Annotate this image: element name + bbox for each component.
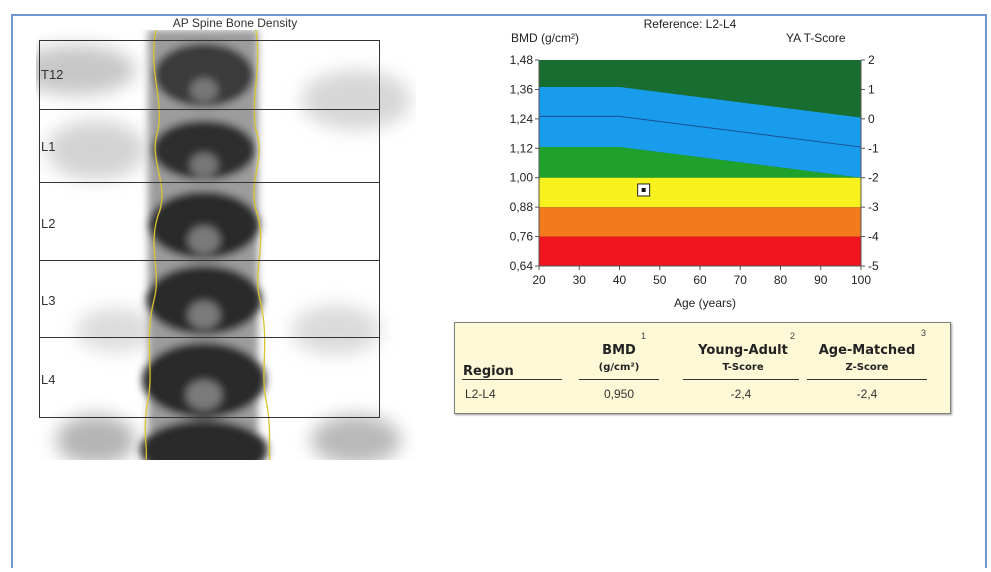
- header-rule-ya: [683, 379, 799, 380]
- x-tick-label: 40: [613, 273, 627, 287]
- y-tick-label: 0,88: [510, 200, 534, 214]
- x-tick-label: 30: [573, 273, 587, 287]
- x-tick-label: 90: [814, 273, 828, 287]
- header-young-adult: Young-Adult: [698, 343, 788, 358]
- band-blue: [539, 86, 861, 178]
- roi-box-l2: [39, 182, 380, 261]
- y-tick-label: 1,48: [510, 53, 534, 67]
- x-tick-label: 80: [774, 273, 788, 287]
- roi-box-l3: [39, 260, 380, 338]
- cell-bmd: 0,950: [603, 387, 635, 401]
- y2-tick-label: 0: [868, 112, 875, 126]
- chart-title: Reference: L2-L4: [643, 17, 737, 31]
- y2-tick-label: 2: [868, 53, 875, 67]
- band-red: [539, 236, 861, 266]
- spine-scan-image: [36, 30, 416, 460]
- header-rule-bmd: [579, 379, 659, 380]
- y2-tick-label: -5: [868, 259, 879, 273]
- y-tick-label: 1,24: [510, 112, 534, 126]
- x-tick-label: 50: [653, 273, 667, 287]
- y-tick-label: 0,64: [510, 259, 534, 273]
- chart-y2-axis-label: YA T-Score: [786, 31, 846, 45]
- header-age-matched: Age-Matched: [818, 343, 916, 358]
- report-frame: [11, 14, 987, 568]
- roi-box-l4: [39, 337, 380, 418]
- header-rule-region: [462, 379, 562, 380]
- cell-t-score: -2,4: [730, 387, 752, 401]
- vertebra-label-l2: L2: [41, 216, 56, 231]
- bmd-footnote: 1: [641, 331, 647, 341]
- header-bmd-unit: (g/cm²): [598, 362, 640, 373]
- band-green: [539, 147, 861, 178]
- patient-marker-dot: [641, 187, 646, 192]
- header-bmd: BMD: [602, 343, 636, 358]
- x-tick-label: 20: [532, 273, 546, 287]
- x-tick-label: 100: [851, 273, 871, 287]
- cell-region: L2-L4: [465, 387, 496, 401]
- vertebra-label-l3: L3: [41, 293, 56, 308]
- y-tick-label: 1,36: [510, 82, 534, 96]
- y2-tick-label: -2: [868, 171, 879, 185]
- x-tick-label: 70: [734, 273, 748, 287]
- header-region: Region: [463, 364, 514, 379]
- vertebra-label-l4: L4: [41, 372, 56, 387]
- vertebra-label-l1: L1: [41, 139, 56, 154]
- band-orange: [539, 207, 861, 237]
- chart-x-axis-label: Age (years): [673, 296, 737, 310]
- spine-image-title: AP Spine Bone Density: [172, 16, 298, 30]
- y-tick-label: 1,12: [510, 141, 534, 155]
- header-z-score: Z-Score: [845, 362, 889, 373]
- am-footnote: 3: [921, 328, 927, 338]
- roi-box-l1: [39, 109, 380, 183]
- results-table: 1 2 3 Region BMD (g/cm²) Young-Adult T-S…: [454, 322, 951, 414]
- band-yellow: [539, 177, 861, 208]
- cell-z-score: -2,4: [856, 387, 878, 401]
- vertebra-label-t12: T12: [41, 67, 64, 82]
- header-rule-am: [807, 379, 927, 380]
- chart-y-axis-label: BMD (g/cm²): [511, 31, 579, 45]
- mean-curve: [539, 115, 862, 148]
- y2-tick-label: 1: [868, 82, 875, 96]
- y2-tick-label: -3: [868, 200, 879, 214]
- y-tick-label: 0,76: [510, 230, 534, 244]
- y2-tick-label: -1: [868, 141, 879, 155]
- y-tick-label: 1,00: [510, 171, 534, 185]
- header-t-score: T-Score: [722, 362, 764, 373]
- roi-box-t12: [39, 40, 380, 110]
- ya-footnote: 2: [790, 331, 796, 341]
- y2-tick-label: -4: [868, 230, 879, 244]
- x-tick-label: 60: [693, 273, 707, 287]
- bmd-reference-chart: 0,64 0,76 0,88 1,00 1,12 1,24 1,36 1,48 -5 -4 -3 -2…: [510, 53, 879, 287]
